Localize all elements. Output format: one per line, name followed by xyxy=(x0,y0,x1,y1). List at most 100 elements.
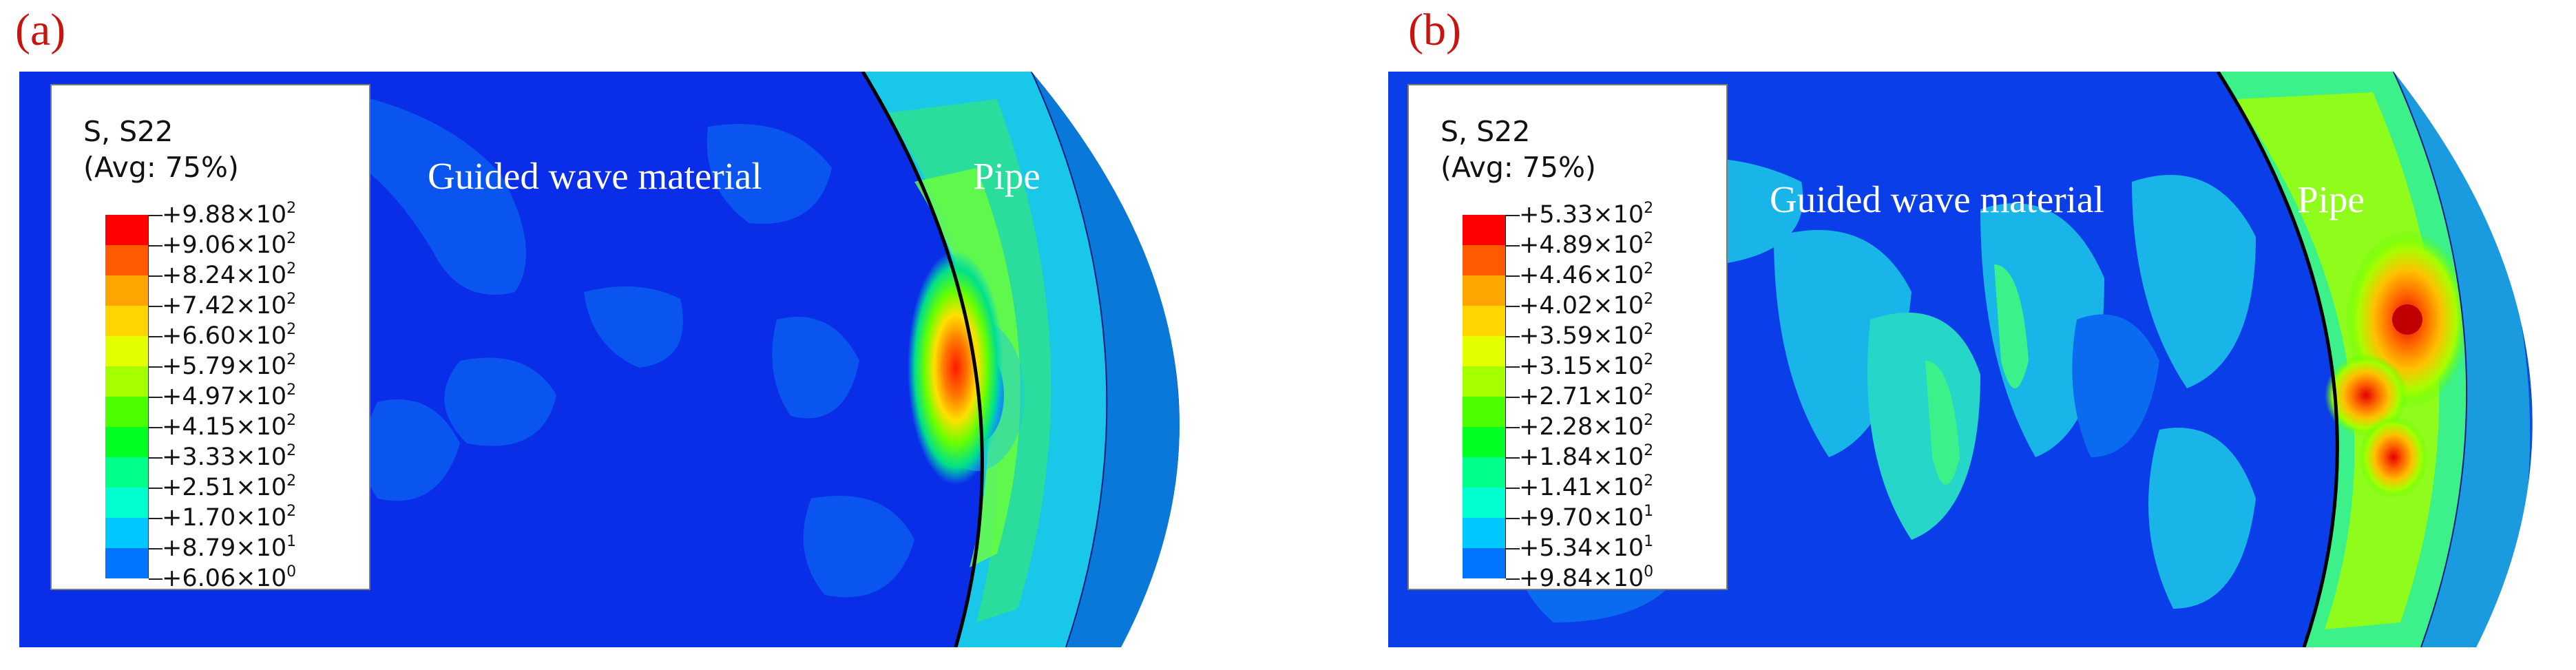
legend-tick xyxy=(149,215,163,216)
legend-value: +8.79×101 xyxy=(162,533,297,563)
legend-exponent: 2 xyxy=(286,260,297,278)
legend-tick xyxy=(1506,366,1520,368)
legend-tick xyxy=(1506,397,1520,398)
guided-wave-material-label: Guided wave material xyxy=(428,155,762,197)
legend-swatch xyxy=(105,275,149,306)
legend-tick xyxy=(1506,578,1520,580)
legend-mantissa: +4.89×10 xyxy=(1519,231,1644,259)
legend-value: +2.51×102 xyxy=(162,472,297,502)
legend-mantissa: +3.33×10 xyxy=(162,443,287,471)
legend-tick xyxy=(149,488,163,489)
legend-exponent: 2 xyxy=(1644,260,1654,278)
legend-mantissa: +4.97×10 xyxy=(162,383,287,410)
legend-exponent: 2 xyxy=(286,472,297,490)
legend-tick xyxy=(149,518,163,519)
legend-tick xyxy=(1506,488,1520,489)
legend-tick xyxy=(149,245,163,247)
legend-tick xyxy=(1506,457,1520,459)
legend-tick xyxy=(149,275,163,277)
legend-value: +4.97×102 xyxy=(162,381,297,411)
legend-exponent: 1 xyxy=(286,533,297,550)
contour-legend-b: S, S22 (Avg: 75%) +5.33×102 +4.89×102 +4.4… xyxy=(1407,84,1728,592)
legend-swatch xyxy=(105,336,149,366)
legend-value: +3.15×102 xyxy=(1519,351,1654,381)
legend-value: +6.60×102 xyxy=(162,322,296,350)
legend-tick xyxy=(149,397,163,398)
legend-exponent: 2 xyxy=(1644,351,1654,368)
legend-mantissa: +8.24×10 xyxy=(162,262,287,289)
contour-legend-a: S, S22 (Avg: 75%) +9.88×102 +9.06×102 +8.2… xyxy=(50,84,370,592)
legend-swatch xyxy=(1463,427,1506,457)
legend-tick xyxy=(1506,548,1520,549)
legend-mantissa: +4.02×10 xyxy=(1519,292,1644,320)
legend-swatch xyxy=(105,306,149,336)
guided-wave-material-label: Guided wave material xyxy=(1770,178,2104,220)
legend-exponent: 0 xyxy=(286,563,297,580)
legend-exponent: 2 xyxy=(286,381,297,399)
legend-exponent: 2 xyxy=(286,230,297,247)
legend-exponent: 2 xyxy=(1644,291,1654,308)
legend-value: +1.70×102 xyxy=(162,504,296,532)
legend-tick xyxy=(149,457,163,459)
legend-swatch xyxy=(1463,397,1506,427)
legend-swatch xyxy=(105,245,149,275)
legend-exponent: 2 xyxy=(286,351,297,368)
legend-mantissa: +3.15×10 xyxy=(1519,353,1644,380)
legend-exponent: 2 xyxy=(286,442,297,459)
legend-swatch xyxy=(105,548,149,578)
legend-value: +7.42×102 xyxy=(162,292,296,320)
legend-exponent: 2 xyxy=(1644,412,1654,429)
legend-tick xyxy=(149,366,163,368)
legend-exponent: 0 xyxy=(1644,563,1654,580)
legend-mantissa: +6.60×10 xyxy=(162,322,287,350)
legend-swatch xyxy=(1463,275,1506,306)
legend-swatch xyxy=(105,488,149,518)
contour-plot-a: S, S22 (Avg: 75%) +9.88×102 +9.06×102 +8.2… xyxy=(19,72,1238,647)
legend-value: +9.70×101 xyxy=(1519,504,1653,532)
legend-swatch xyxy=(105,366,149,397)
legend-value: +3.33×102 xyxy=(162,442,297,472)
legend-exponent: 2 xyxy=(286,503,297,520)
legend-value: +1.41×102 xyxy=(1519,472,1654,502)
legend-mantissa: +2.28×10 xyxy=(1519,413,1644,441)
legend-title: S, S22 xyxy=(83,115,174,148)
legend-value: +5.79×102 xyxy=(162,351,297,381)
legend-tick xyxy=(1506,518,1520,519)
legend-title: S, S22 xyxy=(1441,115,1531,148)
legend-mantissa: +1.84×10 xyxy=(1519,443,1644,471)
legend-value: +4.89×102 xyxy=(1519,230,1654,260)
legend-tick xyxy=(1506,275,1520,277)
contour-plot-b: S, S22 (Avg: 75%) +5.33×102 +4.89×102 +4.4… xyxy=(1388,72,2576,647)
legend-exponent: 2 xyxy=(1644,472,1654,490)
legend-mantissa: +6.06×10 xyxy=(162,565,287,592)
legend-swatch xyxy=(1463,215,1506,245)
legend-mantissa: +8.79×10 xyxy=(162,534,287,562)
legend-exponent: 1 xyxy=(1644,533,1654,550)
legend-tick xyxy=(1506,245,1520,247)
legend-mantissa: +5.79×10 xyxy=(162,353,287,380)
legend-value: +2.28×102 xyxy=(1519,413,1653,441)
legend-mantissa: +9.70×10 xyxy=(1519,504,1644,532)
legend-swatch xyxy=(1463,457,1506,488)
legend-value: +5.33×102 xyxy=(1519,201,1653,229)
legend-value: +4.46×102 xyxy=(1519,260,1654,290)
legend-exponent: 2 xyxy=(1644,321,1654,338)
legend-swatch xyxy=(105,215,149,245)
legend-mantissa: +5.33×10 xyxy=(1519,201,1644,229)
legend-value: +4.15×102 xyxy=(162,413,296,441)
legend-mantissa: +9.06×10 xyxy=(162,231,287,259)
legend-exponent: 2 xyxy=(1644,230,1654,247)
legend-exponent: 1 xyxy=(1644,503,1654,520)
legend-tick xyxy=(1506,427,1520,428)
legend-mantissa: +1.41×10 xyxy=(1519,474,1644,501)
legend-swatch xyxy=(105,427,149,457)
pipe-label: Pipe xyxy=(2297,178,2365,220)
legend-mantissa: +1.70×10 xyxy=(162,504,287,532)
legend-exponent: 2 xyxy=(286,412,297,429)
legend-swatch xyxy=(1463,548,1506,578)
legend-mantissa: +2.51×10 xyxy=(162,474,287,501)
legend-swatch xyxy=(1463,488,1506,518)
legend-exponent: 2 xyxy=(286,321,297,338)
legend-swatch xyxy=(1463,336,1506,366)
legend-swatch xyxy=(105,397,149,427)
